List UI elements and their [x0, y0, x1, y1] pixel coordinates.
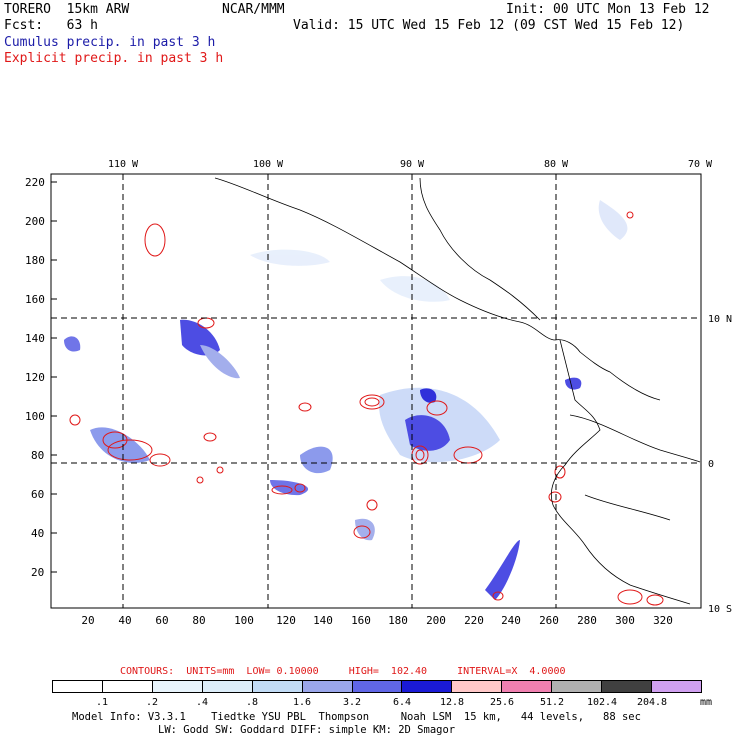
- legend-label: 204.8: [636, 697, 668, 708]
- x-axis: 20 40 60 80 100 120 140 160 180 200 220 …: [81, 614, 673, 627]
- lat-label: 0: [708, 459, 714, 470]
- lon-label: 110 W: [108, 159, 139, 170]
- legend-label: .1: [95, 697, 109, 708]
- y-tick-label: 120: [25, 371, 45, 384]
- coastlines: [214, 177, 701, 605]
- lat-label: 10 N: [708, 314, 732, 325]
- legend-swatch: [652, 681, 701, 692]
- explicit-precip-contours: [69, 211, 664, 606]
- legend-label: 1.6: [292, 697, 312, 708]
- y-tick-label: 140: [25, 332, 45, 345]
- x-tick-label: 100: [234, 614, 254, 627]
- cumulus-legend-text: Cumulus precip. in past 3 h: [4, 35, 216, 50]
- x-tick-label: 220: [464, 614, 484, 627]
- y-tick-label: 40: [31, 527, 44, 540]
- x-tick-label: 20: [81, 614, 94, 627]
- longitude-labels: 110 W 100 W 90 W 80 W 70 W: [108, 159, 713, 170]
- lon-label: 90 W: [400, 159, 425, 170]
- contours-info: CONTOURS: UNITS=mm LOW= 0.10000 HIGH= 10…: [120, 666, 566, 677]
- y-tick-label: 160: [25, 293, 45, 306]
- x-tick-label: 120: [276, 614, 296, 627]
- legend-swatch: [502, 681, 553, 692]
- legend-label: 102.4: [586, 697, 618, 708]
- x-tick-label: 80: [192, 614, 205, 627]
- legend-swatch: [602, 681, 653, 692]
- legend-label: 3.2: [342, 697, 362, 708]
- latitude-labels: 10 N 0 10 S: [708, 314, 732, 615]
- legend-swatch: [402, 681, 453, 692]
- x-tick-label: 320: [653, 614, 673, 627]
- y-tick-label: 100: [25, 410, 45, 423]
- legend-label: .8: [245, 697, 259, 708]
- y-tick-label: 60: [31, 488, 44, 501]
- x-tick-label: 300: [615, 614, 635, 627]
- explicit-legend-text: Explicit precip. in past 3 h: [4, 51, 224, 66]
- y-tick-label: 20: [31, 566, 44, 579]
- legend-swatch: [552, 681, 603, 692]
- y-tick-label: 80: [31, 449, 44, 462]
- lon-label: 100 W: [253, 159, 284, 170]
- x-tick-label: 180: [388, 614, 408, 627]
- legend-label: 12.8: [439, 697, 465, 708]
- x-tick-label: 280: [577, 614, 597, 627]
- lat-label: 10 S: [708, 604, 732, 615]
- model-info-line2: LW: Godd SW: Goddard DIFF: simple KM: 2D…: [158, 724, 456, 736]
- legend-label: .2: [145, 697, 159, 708]
- precip-color-legend: [52, 680, 702, 693]
- x-tick-label: 40: [118, 614, 131, 627]
- y-tick-label: 200: [25, 215, 45, 228]
- map-frame: [50, 173, 702, 609]
- legend-label: .4: [195, 697, 209, 708]
- organization-label: NCAR/MMM: [222, 2, 285, 17]
- legend-swatch: [352, 681, 403, 692]
- legend-unit: mm: [700, 697, 713, 708]
- legend-swatch: [302, 681, 353, 692]
- y-tick-label: 180: [25, 254, 45, 267]
- model-info-line1: Model Info: V3.3.1 Tiedtke YSU PBL Thomp…: [72, 711, 641, 723]
- x-tick-label: 160: [351, 614, 371, 627]
- y-tick-label: 220: [25, 176, 45, 189]
- cumulus-precip-areas: [64, 200, 628, 600]
- x-tick-label: 140: [313, 614, 333, 627]
- lon-label: 80 W: [544, 159, 569, 170]
- model-title: TORERO 15km ARW: [4, 2, 130, 17]
- legend-swatch: [452, 681, 503, 692]
- legend-label: 6.4: [392, 697, 412, 708]
- x-tick-label: 200: [426, 614, 446, 627]
- legend-swatch: [202, 681, 253, 692]
- legend-label: 51.2: [539, 697, 565, 708]
- x-tick-label: 260: [539, 614, 559, 627]
- lon-label: 70 W: [688, 159, 713, 170]
- legend-swatch: [53, 681, 103, 692]
- legend-swatch: [152, 681, 203, 692]
- legend-label: 25.6: [489, 697, 515, 708]
- x-tick-label: 60: [155, 614, 168, 627]
- legend-swatch: [102, 681, 153, 692]
- forecast-hour: Fcst: 63 h: [4, 18, 98, 33]
- y-axis: 220 200 180 160 140 120 100 80 60 40 20: [25, 176, 57, 579]
- valid-time: Valid: 15 UTC Wed 15 Feb 12 (09 CST Wed …: [293, 18, 685, 33]
- x-tick-label: 240: [501, 614, 521, 627]
- init-time: Init: 00 UTC Mon 13 Feb 12: [506, 2, 710, 17]
- lat-lon-grid: [51, 174, 701, 608]
- legend-swatch: [252, 681, 303, 692]
